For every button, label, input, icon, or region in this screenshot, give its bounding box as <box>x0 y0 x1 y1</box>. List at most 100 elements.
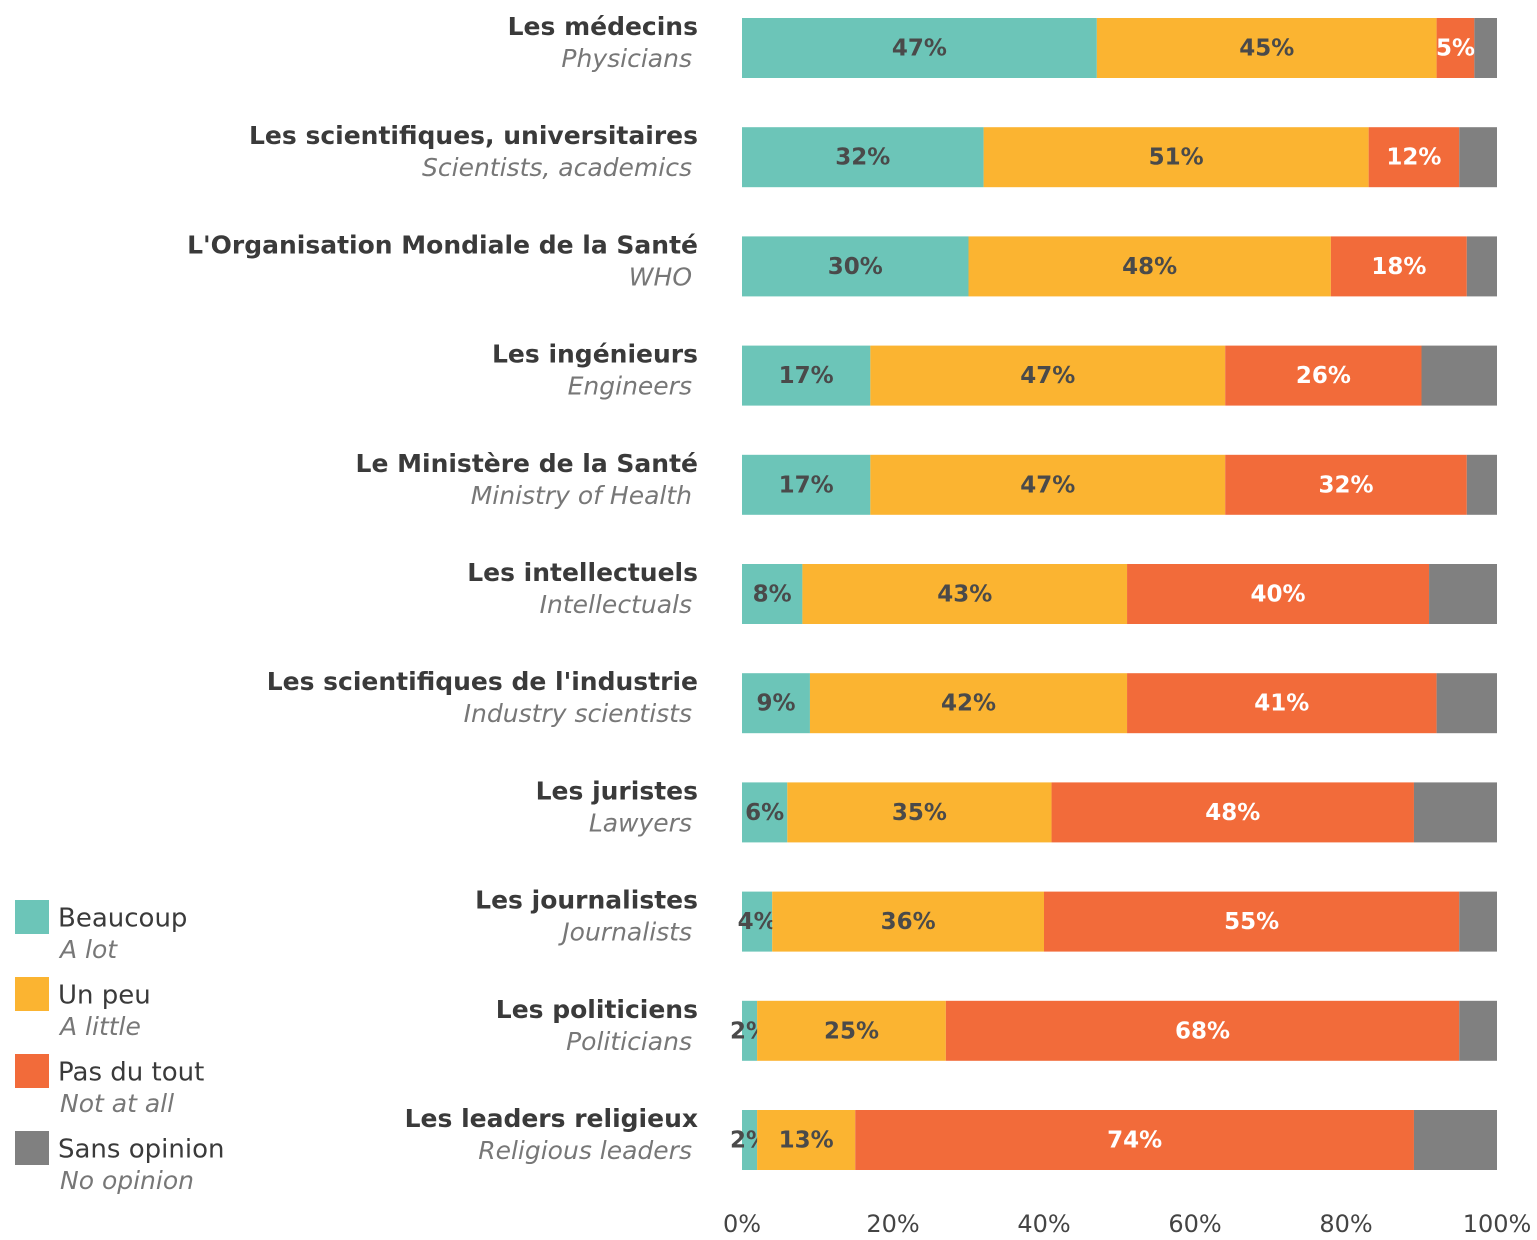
x-tick-label: 100% <box>1463 1210 1532 1238</box>
value-label: 30% <box>828 254 883 280</box>
value-label: 74% <box>1107 1128 1162 1154</box>
value-label: 8% <box>753 582 792 608</box>
bar-segment <box>1459 891 1497 952</box>
bar-segment <box>1421 345 1497 406</box>
bar-segment <box>742 454 871 515</box>
value-label: 41% <box>1254 691 1309 717</box>
value-label: 17% <box>779 363 834 389</box>
legend-label: Sans opinion <box>58 1135 224 1165</box>
category-label: Les journalistes <box>475 886 698 915</box>
bar-segment <box>1466 454 1497 515</box>
bar-segment <box>1459 127 1497 188</box>
category-label: Les scientifiques de l'industrie <box>267 667 698 696</box>
value-label: 68% <box>1175 1018 1230 1044</box>
value-label: 40% <box>1251 582 1306 608</box>
legend-swatch <box>15 1131 49 1165</box>
value-label: 48% <box>1205 800 1260 826</box>
bar-segment <box>742 18 1097 78</box>
value-label: 17% <box>779 472 834 498</box>
category-label-en: Intellectuals <box>540 590 692 619</box>
bar-segment <box>742 127 984 188</box>
legend-swatch <box>15 1054 49 1088</box>
value-label: 47% <box>1020 472 1075 498</box>
value-label: 5% <box>1436 36 1475 62</box>
x-tick-label: 60% <box>1168 1210 1221 1238</box>
legend-label: Pas du tout <box>58 1058 204 1088</box>
category-label-en: Engineers <box>568 372 692 401</box>
bar-segment <box>757 1110 856 1170</box>
bar-segment <box>1051 782 1414 843</box>
value-label: 47% <box>892 36 947 62</box>
bar-segment <box>1413 782 1497 843</box>
category-label-en: Scientists, academics <box>422 153 692 182</box>
bar-segment <box>1429 564 1497 624</box>
value-label: 12% <box>1386 145 1441 171</box>
bar-segment <box>983 127 1369 188</box>
x-tick-label: 40% <box>1017 1210 1070 1238</box>
category-label-en: Journalists <box>557 918 692 947</box>
value-label: 35% <box>892 800 947 826</box>
bar-segment <box>742 1110 758 1170</box>
bar-segment <box>1127 673 1437 734</box>
legend-label-en: No opinion <box>60 1166 194 1195</box>
bar-segment <box>772 891 1044 952</box>
category-label-en: Religious leaders <box>478 1136 692 1165</box>
value-label: 25% <box>824 1018 879 1044</box>
bar-segment <box>1474 18 1497 78</box>
category-label-en: WHO <box>629 262 692 291</box>
bar-segment <box>1413 1110 1497 1170</box>
bar-segment <box>802 564 1128 624</box>
value-label: 36% <box>881 909 936 935</box>
bar-segment <box>1044 891 1460 952</box>
value-label: 47% <box>1020 363 1075 389</box>
category-label-en: Politicians <box>566 1027 692 1056</box>
value-label: 9% <box>756 691 795 717</box>
legend-label-en: A little <box>58 1012 141 1041</box>
x-tick-label: 20% <box>866 1210 919 1238</box>
bar-segment <box>1368 127 1460 188</box>
value-label: 32% <box>1318 472 1373 498</box>
legend-label-en: Not at all <box>60 1089 174 1118</box>
bar-segment <box>1127 564 1430 624</box>
category-label-en: Lawyers <box>589 808 692 837</box>
bar-segment <box>809 673 1128 734</box>
bar-segment <box>1436 18 1475 78</box>
legend-swatch <box>15 900 49 934</box>
bar-segment <box>968 236 1331 297</box>
bar-segment <box>855 1110 1414 1170</box>
bar-segment <box>742 673 810 734</box>
category-label: Les politiciens <box>496 995 698 1024</box>
x-tick-label: 0% <box>723 1210 761 1238</box>
legend-swatch <box>15 977 49 1011</box>
category-label: Les médecins <box>508 12 698 41</box>
legend-label: Un peu <box>58 981 151 1011</box>
x-tick-label: 80% <box>1319 1210 1372 1238</box>
bar-segment <box>1459 1000 1497 1061</box>
value-label: 4% <box>738 909 777 935</box>
value-label: 45% <box>1239 36 1294 62</box>
bar-segment <box>1225 454 1467 515</box>
bar-segment <box>742 564 803 624</box>
legend-label-en: A lot <box>58 935 118 964</box>
legend-label: Beaucoup <box>58 904 187 934</box>
value-label: 6% <box>745 800 784 826</box>
category-label: Les juristes <box>536 776 698 805</box>
bar-segment <box>870 454 1226 515</box>
value-label: 55% <box>1224 909 1279 935</box>
bar-segment <box>742 891 773 952</box>
bar-segment <box>1225 345 1422 406</box>
category-label: Les scientifiques, universitaires <box>249 121 698 150</box>
category-label: Les ingénieurs <box>492 340 698 369</box>
category-label-en: Physicians <box>561 44 692 73</box>
bar-segment <box>742 782 788 843</box>
bar-segment <box>945 1000 1460 1061</box>
bar-segment <box>1466 236 1497 297</box>
category-label: Les leaders religieux <box>405 1104 698 1133</box>
bar-segment <box>742 236 969 297</box>
category-label-en: Ministry of Health <box>471 481 692 510</box>
category-label: L'Organisation Mondiale de la Santé <box>187 230 698 259</box>
bar-segment <box>757 1000 946 1061</box>
bar-segment <box>1096 18 1437 78</box>
value-label: 18% <box>1371 254 1426 280</box>
